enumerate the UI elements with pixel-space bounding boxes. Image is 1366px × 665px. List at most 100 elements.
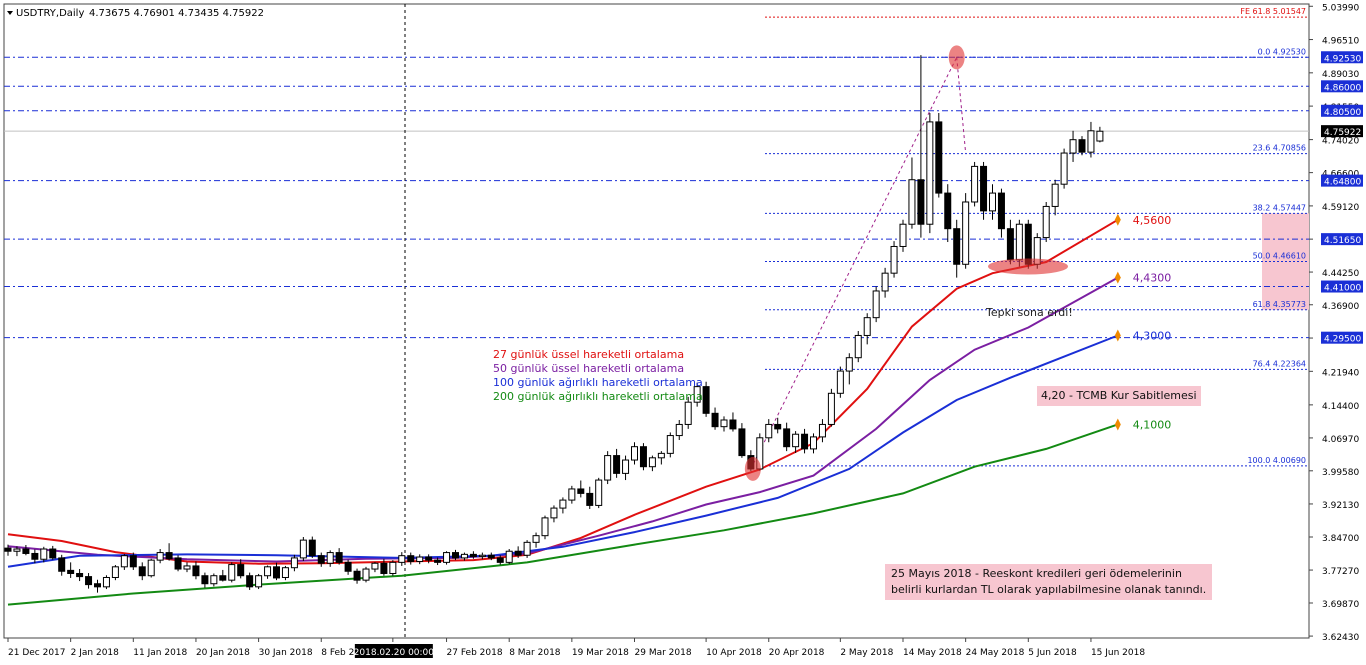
candle-body (774, 423, 782, 430)
price-axis: 5.039904.965104.890304.815504.740204.666… (1309, 3, 1363, 643)
y-tick-label: 3.62430 (1322, 633, 1359, 643)
candle-body (434, 559, 442, 563)
candle-body (863, 317, 871, 336)
chart-ohlc: 4.73675 4.76901 4.73435 4.75922 (89, 8, 264, 19)
reaction-end-annotation: Tepki sona erdi! (985, 306, 1073, 319)
x-crosshair-tag (354, 644, 433, 658)
legend-ma27: 27 günlük üssel hareketli ortalama (493, 348, 684, 361)
y-tick-label: 4.36900 (1322, 302, 1359, 312)
y-tick-label: 3.77270 (1322, 567, 1359, 577)
x-tick-label: 20 Apr 2018 (769, 648, 825, 658)
candle-body (308, 539, 316, 557)
candles (4, 55, 1104, 593)
tcmb-annotation: 4,20 - TCMB Kur Sabitlemesi (1037, 386, 1201, 406)
fib-label: 100.0 4.00690 (1247, 456, 1306, 465)
candle-body (219, 575, 227, 581)
candle-body (1060, 152, 1068, 185)
candle-body (577, 488, 585, 494)
candle-body (595, 479, 603, 506)
candle-body (514, 550, 522, 556)
candle-body (604, 455, 612, 481)
x-tick-label: 2 Jan 2018 (71, 648, 119, 658)
candle-body (1069, 139, 1077, 154)
price-tag-label: 4.51650 (1324, 236, 1361, 246)
candle-body (317, 555, 325, 564)
candle-body (353, 570, 361, 581)
y-tick-label: 3.84700 (1322, 534, 1359, 544)
x-tick-label: 24 May 2018 (966, 648, 1025, 658)
candle-body (416, 556, 424, 562)
retrace-trend-line (956, 57, 967, 154)
candle-body (398, 555, 406, 563)
x-tick-label: 15 Jun 2018 (1091, 648, 1145, 658)
candle-body (818, 423, 826, 438)
fibonacci-levels: FE 61.8 5.01547 0.0 4.92530 23.6 4.70856 38… (765, 7, 1309, 467)
candle-body (102, 576, 110, 588)
candle-body (720, 419, 728, 428)
candle-body (1024, 223, 1032, 265)
impulse-trend-line (750, 57, 958, 470)
candle-body (639, 446, 647, 468)
candle-body (684, 401, 692, 425)
candle-body (76, 572, 84, 578)
candle-body (40, 548, 48, 560)
price-tag-label: 4.75922 (1324, 128, 1361, 138)
candle-body (425, 556, 433, 561)
candle-body (792, 433, 800, 448)
x-tick-label: 2 May 2018 (840, 648, 893, 658)
candle-body (49, 548, 57, 559)
price-tag-label: 4.80500 (1324, 108, 1361, 118)
y-tick-label: 4.21940 (1322, 368, 1359, 378)
bottom-zone-marker (988, 258, 1068, 275)
symbol-dropdown-icon[interactable] (7, 11, 13, 15)
x-tick-label: 30 Jan 2018 (259, 648, 313, 658)
price-tag (1321, 104, 1363, 117)
candle-body (496, 557, 504, 563)
candle-body (1087, 130, 1095, 153)
candle-body (890, 245, 898, 274)
candle-body (371, 562, 379, 570)
candle-body (675, 423, 683, 437)
candle-body (183, 565, 191, 570)
ma-end-marker (1114, 213, 1121, 226)
fib-label: 0.0 4.92530 (1258, 47, 1306, 56)
candle-body (1096, 130, 1104, 142)
ma-line-2 (7, 334, 1119, 568)
ma-end-label: 4,1000 (1133, 418, 1172, 431)
fib-label: 61.8 4.35773 (1253, 300, 1306, 309)
candle-body (1006, 228, 1014, 261)
x-tick-label: 27 Feb 2018 (447, 648, 503, 658)
candle-body (997, 192, 1005, 230)
candle-body (487, 554, 495, 559)
x-tick-label: 10 Apr 2018 (706, 648, 762, 658)
y-tick-label: 4.74020 (1322, 137, 1359, 147)
candle-body (908, 179, 916, 225)
x-tick-label: 19 Mar 2018 (572, 648, 629, 658)
candle-body (255, 575, 263, 588)
candle-body (711, 412, 719, 428)
peak-marker (948, 45, 965, 70)
candle-body (613, 455, 621, 474)
candle-body (729, 419, 737, 430)
x-tick-label: 5 Jun 2018 (1028, 648, 1077, 658)
candle-body (58, 557, 66, 572)
candle-body (541, 517, 549, 537)
candle-body (111, 566, 119, 578)
candle-body (827, 392, 835, 425)
candle-body (326, 552, 334, 564)
price-tag (1321, 174, 1363, 187)
candle-body (201, 575, 209, 585)
candle-body (210, 575, 218, 585)
candle-body (4, 547, 12, 552)
candle-body (845, 357, 853, 372)
reeskont-note-line1: 25 Mayıs 2018 - Reeskont kredileri geri … (891, 567, 1182, 580)
x-tick-label: 2018.02.20 00:00 (354, 648, 435, 658)
x-tick-label: 11 Jan 2018 (133, 648, 187, 658)
candle-body (335, 552, 343, 563)
ma-end-label: 4,3000 (1133, 329, 1172, 342)
x-tick-label: 8 Feb 2018 (321, 648, 372, 658)
ma-end-marker (1114, 271, 1121, 284)
moving-averages (7, 218, 1119, 606)
ma-value-labels: 4,5600 4,4300 4,3000 4,1000 (1114, 213, 1172, 431)
